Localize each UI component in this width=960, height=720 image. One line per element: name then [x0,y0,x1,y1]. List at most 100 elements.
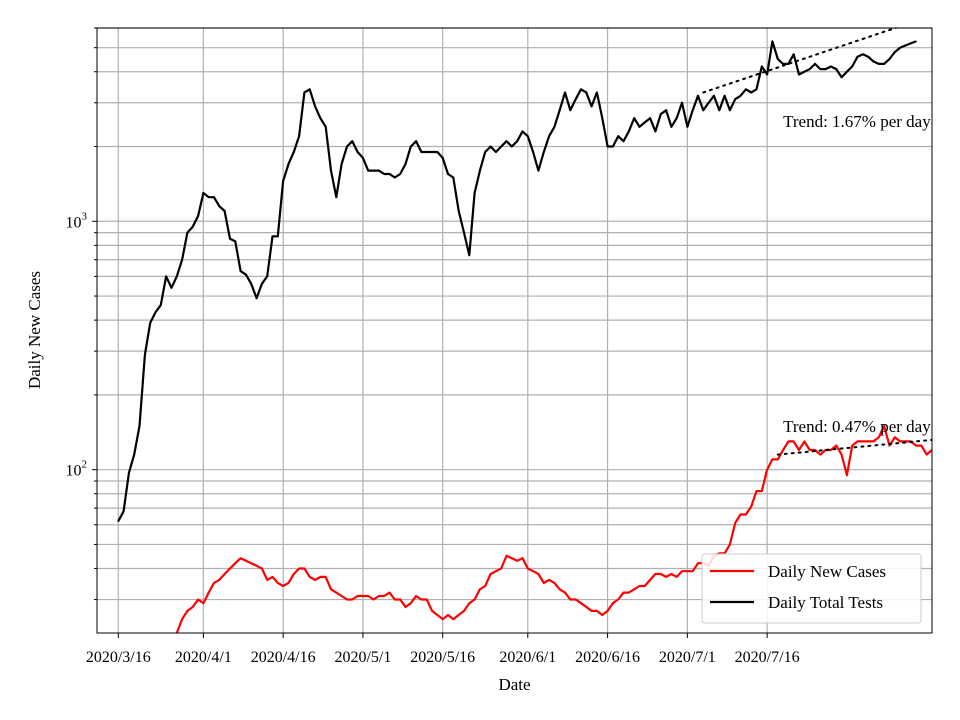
data-point [197,598,199,601]
data-point [750,505,752,508]
data-point [526,135,529,138]
x-tick-label: 2020/4/1 [175,649,232,666]
data-point [883,425,885,427]
data-point [761,490,763,492]
data-point [851,444,854,447]
data-point [792,440,795,443]
data-point [824,68,827,70]
data-point [457,614,460,616]
data-point [191,606,194,608]
data-point [128,472,130,474]
data-point [330,169,332,172]
data-point [803,440,806,443]
data-point [473,598,476,601]
data-point [229,567,231,570]
x-tick-label: 2020/5/1 [334,649,391,666]
data-point [564,91,566,94]
data-point [404,606,407,608]
data-point [468,254,471,257]
data-point [298,567,300,570]
data-point [819,453,822,456]
data-point [271,576,274,578]
data-point [958,445,960,447]
data-point [553,582,556,584]
x-tick-label: 2020/6/16 [575,649,640,666]
data-point [681,101,683,104]
data-point [526,567,529,570]
x-tick-label: 2020/6/1 [499,649,556,666]
y-tick-label: 102 [66,459,88,480]
data-point [644,121,646,124]
data-point [659,573,662,575]
data-point [798,73,800,76]
data-point [351,140,354,143]
data-point [601,614,604,616]
data-point [335,196,338,199]
data-point [856,55,859,58]
data-point [776,458,779,461]
data-point [782,449,784,451]
data-point [622,140,625,143]
data-point [691,109,694,112]
data-point [542,151,545,153]
data-point [675,576,678,578]
data-point [766,468,768,471]
data-point [787,440,790,443]
data-point [654,573,657,575]
data-point [484,585,487,587]
data-point [574,98,577,101]
data-point [202,192,205,194]
data-point [362,157,364,159]
data-point [532,151,534,153]
data-point [335,591,338,594]
y-tick-exponent: 2 [82,459,88,471]
data-point [574,598,577,601]
data-point [947,449,949,451]
data-point [186,231,189,234]
data-point [888,58,891,60]
data-point [314,105,316,108]
data-point [495,151,497,153]
data-point [255,565,258,567]
data-point [340,163,343,165]
y-tick-base: 10 [66,463,82,480]
data-point [447,614,449,616]
data-point [590,105,593,108]
data-point [808,449,811,451]
data-point [596,91,598,94]
data-point [202,602,205,604]
data-point [383,173,385,175]
data-point [537,573,540,575]
data-point [734,522,737,524]
trend-annotations: Trend: 1.67% per day Trend: 0.47% per day [783,112,931,436]
data-point [750,91,752,94]
trend-line [702,28,899,94]
data-point [266,275,268,278]
data-point [888,444,891,447]
data-point [420,598,423,601]
data-point [144,354,146,356]
data-point [585,91,588,94]
data-point [697,562,699,565]
data-point [638,585,641,587]
data-point [681,570,683,573]
data-point [840,76,843,79]
data-point [745,88,747,91]
data-point [564,591,566,594]
legend: Daily New Cases Daily Total Tests [701,553,922,624]
data-point [324,126,327,128]
data-point [872,440,875,443]
data-point [250,283,253,285]
data-point [542,582,545,584]
data-point [723,95,726,97]
data-point [239,270,242,272]
data-point [457,210,460,212]
data-point [585,606,588,608]
data-point [532,570,534,573]
data-point [606,610,609,612]
data-point [830,449,832,451]
data-point [292,573,295,575]
data-point [181,258,183,261]
data-point [713,95,715,97]
